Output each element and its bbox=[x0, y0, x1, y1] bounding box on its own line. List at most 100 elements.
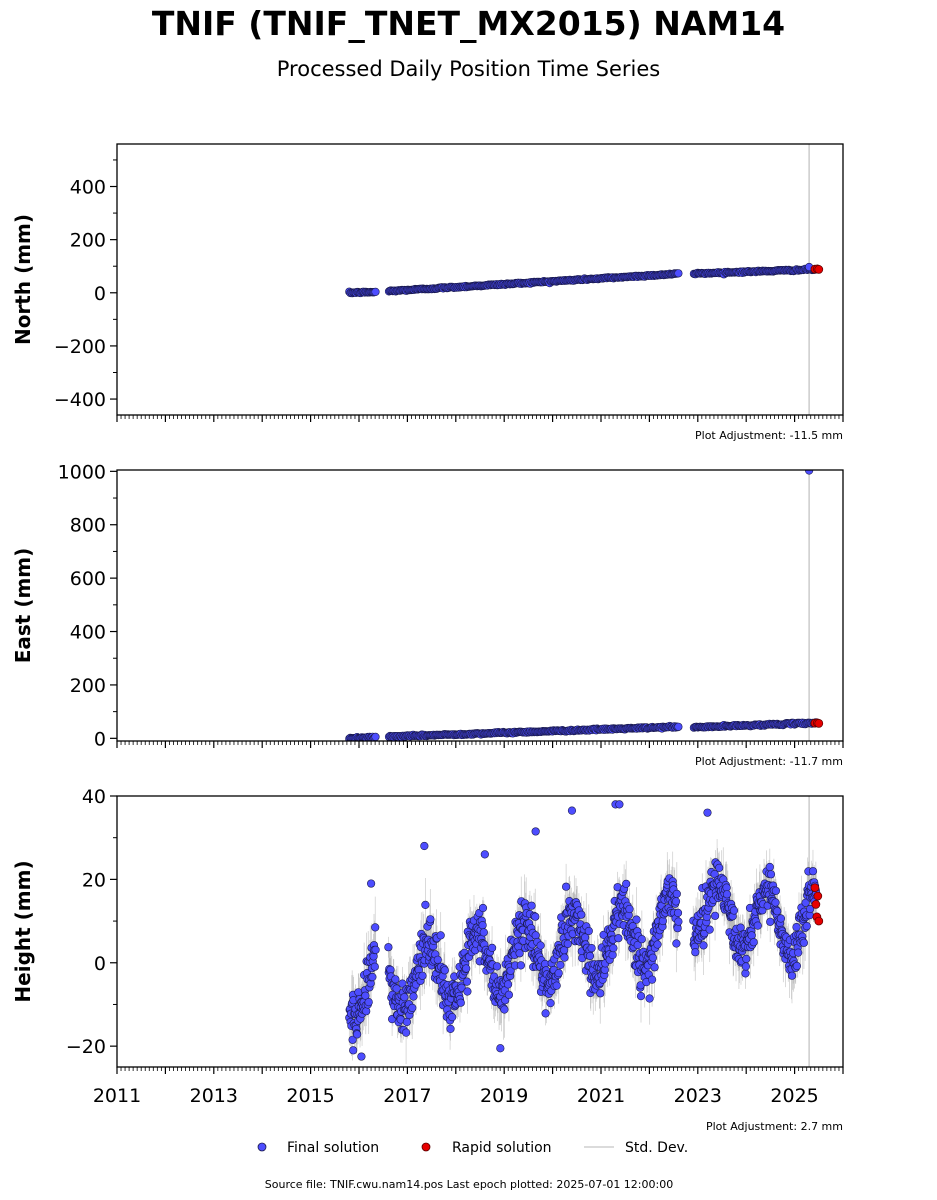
final-point bbox=[400, 993, 409, 1002]
panel-east: 0 200 400 600 800 1000 East (mm) Plot Adjustmen… bbox=[11, 461, 844, 768]
y-tick-label: 20 bbox=[82, 869, 106, 891]
y-axis-label: North (mm) bbox=[11, 214, 35, 345]
final-point bbox=[699, 941, 708, 950]
final-point bbox=[516, 961, 526, 970]
x-tick-label: 2013 bbox=[190, 1085, 238, 1107]
final-point bbox=[402, 1017, 412, 1027]
y-axis-label: East (mm) bbox=[11, 548, 35, 664]
final-solution-points bbox=[345, 470, 821, 741]
x-tick-label: 2023 bbox=[674, 1085, 722, 1107]
final-point bbox=[462, 964, 471, 973]
final-point bbox=[722, 890, 732, 899]
final-point bbox=[420, 841, 429, 851]
final-point bbox=[536, 941, 545, 950]
final-point bbox=[771, 886, 781, 895]
final-point bbox=[567, 806, 577, 815]
rapid-point bbox=[814, 916, 824, 926]
final-point bbox=[353, 1030, 362, 1039]
legend-stddev-label: Std. Dev. bbox=[625, 1140, 688, 1156]
final-point bbox=[765, 862, 774, 872]
final-solution-points bbox=[345, 262, 821, 298]
final-point bbox=[674, 917, 683, 926]
final-point bbox=[560, 953, 569, 962]
source-note: Source file: TNIF.cwu.nam14.pos Last epo… bbox=[265, 1178, 673, 1191]
final-point bbox=[349, 1046, 358, 1055]
final-point bbox=[371, 287, 380, 297]
final-point bbox=[418, 971, 427, 980]
final-point bbox=[710, 911, 720, 920]
y-tick-label: −400 bbox=[54, 389, 106, 411]
x-tick-label: 2015 bbox=[286, 1085, 334, 1107]
y-axis: −20 0 20 40 bbox=[66, 786, 117, 1058]
final-point bbox=[585, 951, 595, 961]
final-point bbox=[773, 907, 782, 916]
y-tick-label: 0 bbox=[94, 728, 106, 750]
rapid-point bbox=[811, 900, 821, 909]
final-point bbox=[615, 800, 624, 809]
final-point bbox=[729, 906, 739, 915]
final-point bbox=[637, 935, 646, 944]
final-point bbox=[794, 948, 803, 957]
y-tick-label: 0 bbox=[94, 283, 106, 305]
final-point bbox=[463, 987, 472, 996]
final-point bbox=[436, 931, 445, 940]
final-point bbox=[541, 1009, 550, 1018]
final-point bbox=[608, 950, 617, 960]
final-point bbox=[705, 925, 714, 934]
final-point bbox=[577, 910, 586, 919]
rapid-point bbox=[813, 891, 823, 901]
final-point bbox=[776, 914, 786, 923]
final-point bbox=[672, 889, 681, 899]
y-tick-label: −20 bbox=[66, 1036, 106, 1058]
final-point bbox=[674, 269, 683, 278]
final-point bbox=[650, 963, 659, 972]
legend-rapid-marker bbox=[421, 1142, 431, 1152]
final-point bbox=[504, 980, 513, 989]
y-axis: 0 200 400 600 800 1000 bbox=[58, 461, 117, 750]
final-point bbox=[504, 990, 514, 999]
final-point bbox=[766, 917, 775, 926]
final-point bbox=[371, 945, 380, 955]
final-point bbox=[440, 966, 449, 975]
final-point bbox=[357, 1052, 366, 1061]
y-tick-label: 400 bbox=[70, 177, 106, 199]
y-tick-label: −200 bbox=[54, 336, 106, 358]
final-point bbox=[741, 969, 750, 978]
final-point bbox=[799, 938, 809, 947]
x-tick-label: 2019 bbox=[480, 1085, 528, 1107]
final-point bbox=[496, 1044, 505, 1053]
final-point bbox=[614, 934, 623, 943]
final-point bbox=[384, 943, 393, 952]
final-point bbox=[672, 939, 681, 948]
rapid-solution-points bbox=[810, 718, 824, 728]
final-point bbox=[747, 931, 756, 940]
rapid-point bbox=[810, 883, 820, 893]
final-point bbox=[392, 984, 401, 993]
final-point bbox=[584, 926, 593, 936]
final-point bbox=[506, 966, 515, 975]
y-axis-label: Height (mm) bbox=[11, 860, 35, 1002]
final-point bbox=[691, 948, 700, 957]
y-tick-label: 400 bbox=[70, 622, 106, 644]
legend-rapid-label: Rapid solution bbox=[452, 1140, 552, 1156]
legend-final-label: Final solution bbox=[287, 1140, 379, 1156]
final-point bbox=[671, 897, 681, 906]
final-point bbox=[647, 975, 657, 984]
final-point bbox=[753, 921, 762, 930]
y-tick-label: 200 bbox=[70, 675, 106, 697]
x-axis bbox=[116, 415, 844, 422]
final-point bbox=[348, 1035, 357, 1044]
final-point bbox=[742, 954, 751, 964]
final-point bbox=[674, 722, 683, 731]
final-point bbox=[462, 977, 472, 986]
plot-adjustment-note: Plot Adjustment: -11.5 mm bbox=[695, 429, 843, 442]
final-point bbox=[448, 1012, 457, 1022]
legend: Final solution Rapid solution Std. Dev. bbox=[257, 1140, 688, 1156]
final-point bbox=[658, 916, 667, 926]
final-point bbox=[625, 904, 634, 914]
final-point bbox=[554, 968, 563, 978]
final-point bbox=[792, 961, 802, 971]
final-point bbox=[456, 998, 465, 1007]
chart-subtitle: Processed Daily Position Time Series bbox=[276, 57, 661, 81]
y-tick-label: 600 bbox=[70, 568, 106, 590]
